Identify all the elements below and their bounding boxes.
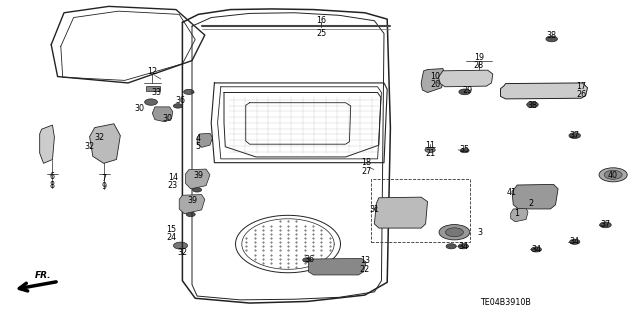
Circle shape <box>540 193 551 199</box>
Circle shape <box>600 222 611 228</box>
Circle shape <box>425 147 435 152</box>
Text: 8: 8 <box>50 181 55 189</box>
Text: 22: 22 <box>360 265 370 274</box>
Circle shape <box>459 89 470 95</box>
Polygon shape <box>500 83 588 99</box>
Polygon shape <box>146 86 160 91</box>
Text: 12: 12 <box>147 67 157 76</box>
Text: 6: 6 <box>50 172 55 181</box>
Polygon shape <box>438 70 493 87</box>
Text: 5: 5 <box>196 142 201 151</box>
Circle shape <box>520 193 532 199</box>
Circle shape <box>569 133 580 138</box>
Circle shape <box>527 102 538 108</box>
Circle shape <box>439 225 470 240</box>
Text: 30: 30 <box>163 114 173 122</box>
Text: 23: 23 <box>168 181 178 189</box>
Polygon shape <box>40 125 54 163</box>
Circle shape <box>374 206 386 212</box>
Text: 39: 39 <box>193 171 204 180</box>
Text: 31: 31 <box>369 205 380 214</box>
Text: 4: 4 <box>196 134 201 143</box>
Circle shape <box>402 208 415 214</box>
Polygon shape <box>511 208 528 222</box>
Text: 34: 34 <box>458 242 468 251</box>
Text: 37: 37 <box>600 220 611 229</box>
Text: 32: 32 <box>84 142 95 151</box>
Polygon shape <box>197 133 212 147</box>
Text: 16: 16 <box>316 16 326 25</box>
Text: 28: 28 <box>474 61 484 70</box>
Text: FR.: FR. <box>35 271 52 280</box>
Circle shape <box>458 244 468 249</box>
Polygon shape <box>186 169 210 189</box>
Text: 26: 26 <box>576 90 586 99</box>
Text: 2: 2 <box>529 199 534 208</box>
Text: 7: 7 <box>102 174 107 183</box>
Text: 15: 15 <box>166 225 177 234</box>
Circle shape <box>445 228 463 237</box>
Bar <box>371 179 470 242</box>
Text: 40: 40 <box>608 171 618 180</box>
Text: 38: 38 <box>547 31 557 40</box>
Circle shape <box>546 36 557 42</box>
Polygon shape <box>512 184 558 209</box>
Circle shape <box>599 168 627 182</box>
Text: 18: 18 <box>361 158 371 167</box>
Text: 1: 1 <box>515 209 520 218</box>
Text: 37: 37 <box>570 131 580 140</box>
Polygon shape <box>179 195 205 214</box>
Polygon shape <box>308 258 366 275</box>
Circle shape <box>530 193 541 199</box>
Text: 13: 13 <box>360 256 370 265</box>
Text: 34: 34 <box>570 237 580 246</box>
Text: 9: 9 <box>102 182 107 191</box>
Polygon shape <box>152 107 173 122</box>
Text: 19: 19 <box>474 53 484 62</box>
Circle shape <box>604 170 622 179</box>
Circle shape <box>186 212 195 217</box>
Text: 30: 30 <box>134 104 145 113</box>
Text: 10: 10 <box>430 72 440 81</box>
Polygon shape <box>421 69 445 93</box>
Circle shape <box>173 104 182 108</box>
Text: TE04B3910B: TE04B3910B <box>480 298 531 307</box>
Polygon shape <box>374 197 428 228</box>
Text: 32: 32 <box>94 133 104 142</box>
Circle shape <box>173 242 188 249</box>
Text: 39: 39 <box>187 197 197 205</box>
Text: 27: 27 <box>361 167 371 176</box>
Text: 36: 36 <box>304 256 314 264</box>
Circle shape <box>525 200 540 207</box>
Text: 35: 35 <box>460 145 470 154</box>
Text: 36: 36 <box>175 96 186 105</box>
Text: 17: 17 <box>576 82 586 91</box>
Text: 3: 3 <box>477 228 483 237</box>
Circle shape <box>303 258 312 262</box>
Circle shape <box>531 247 541 252</box>
Circle shape <box>184 89 194 94</box>
Text: 32: 32 <box>177 248 188 257</box>
Circle shape <box>446 244 456 249</box>
Text: 21: 21 <box>425 149 435 158</box>
Circle shape <box>193 188 202 192</box>
Text: 34: 34 <box>531 245 541 254</box>
Text: 38: 38 <box>527 101 538 110</box>
Text: 41: 41 <box>507 188 517 197</box>
Text: 14: 14 <box>168 173 178 182</box>
Text: 24: 24 <box>166 233 177 242</box>
Polygon shape <box>90 124 120 163</box>
Text: 20: 20 <box>430 80 440 89</box>
Circle shape <box>570 239 580 244</box>
Circle shape <box>145 99 157 105</box>
Text: 29: 29 <box>462 86 472 95</box>
Text: 33: 33 <box>152 88 162 97</box>
Text: 25: 25 <box>316 29 326 38</box>
Text: 11: 11 <box>425 141 435 150</box>
Circle shape <box>460 148 469 153</box>
Circle shape <box>389 208 402 214</box>
